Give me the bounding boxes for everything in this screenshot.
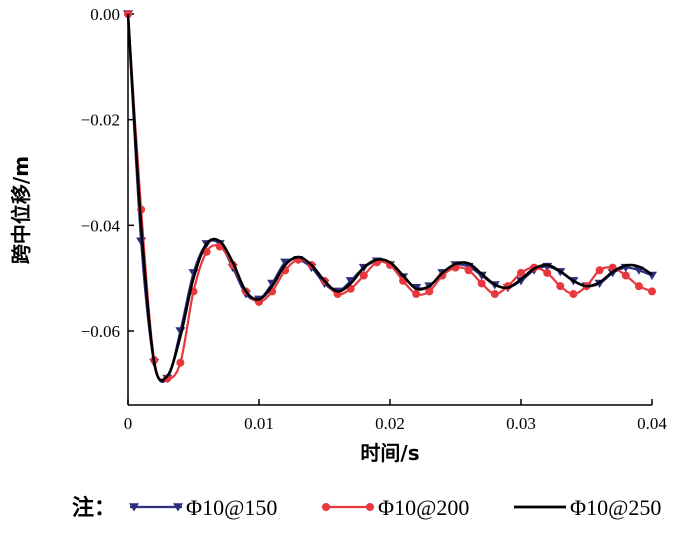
series-1 bbox=[124, 10, 656, 383]
data-point bbox=[595, 266, 604, 275]
y-tick-label: −0.06 bbox=[81, 322, 120, 341]
series-line bbox=[126, 13, 653, 383]
data-point bbox=[490, 290, 499, 299]
data-point bbox=[516, 277, 526, 286]
data-point bbox=[543, 268, 552, 277]
data-point bbox=[476, 271, 487, 281]
data-point bbox=[176, 358, 185, 367]
data-point bbox=[477, 279, 486, 288]
series-layer bbox=[123, 10, 657, 384]
x-tick-label: 0.02 bbox=[375, 414, 405, 433]
series-0 bbox=[123, 10, 657, 384]
data-point bbox=[425, 287, 434, 296]
data-point bbox=[556, 282, 565, 291]
data-point bbox=[569, 290, 578, 299]
legend-label: Φ10@200 bbox=[378, 495, 469, 520]
data-point bbox=[124, 10, 132, 18]
legend: 注： Φ10@150 Φ10@200 Φ10@250 bbox=[72, 495, 661, 521]
data-point bbox=[280, 258, 291, 267]
legend-label: Φ10@150 bbox=[186, 495, 277, 520]
legend-swatch-marker bbox=[366, 503, 374, 511]
y-tick-label: −0.02 bbox=[81, 111, 120, 130]
legend-swatch-marker bbox=[173, 503, 183, 512]
data-point bbox=[634, 282, 643, 291]
data-point bbox=[648, 287, 656, 296]
series-2 bbox=[126, 13, 653, 382]
x-tick-label: 0.01 bbox=[244, 414, 274, 433]
y-tick-label: −0.04 bbox=[81, 216, 121, 235]
x-axis-title: 时间/s bbox=[360, 441, 419, 465]
y-axis-title: 跨中位移/m bbox=[9, 156, 33, 264]
axes-layer: 0.00 −0.02 −0.04 −0.06 0 0.01 0.02 0.03 0.04 bbox=[81, 5, 668, 433]
data-point bbox=[359, 271, 368, 280]
x-tick-label: 0.03 bbox=[506, 414, 536, 433]
data-point bbox=[517, 268, 525, 277]
data-point bbox=[412, 290, 421, 299]
legend-entry-0: Φ10@150 bbox=[129, 495, 277, 520]
data-point bbox=[621, 271, 630, 280]
x-tick-label: 0 bbox=[124, 414, 133, 433]
data-point bbox=[464, 266, 473, 275]
y-tick-label: 0.00 bbox=[90, 5, 120, 24]
legend-swatch-marker bbox=[129, 503, 139, 512]
x-tick-label: 0.04 bbox=[637, 414, 667, 433]
legend-entry-2: Φ10@250 bbox=[514, 495, 661, 520]
legend-label: Φ10@250 bbox=[570, 495, 661, 520]
legend-entry-1: Φ10@200 bbox=[322, 495, 469, 520]
series-line bbox=[126, 13, 653, 382]
legend-prefix: 注： bbox=[72, 495, 116, 521]
series-line bbox=[126, 13, 653, 382]
legend-swatch-marker bbox=[322, 503, 330, 511]
